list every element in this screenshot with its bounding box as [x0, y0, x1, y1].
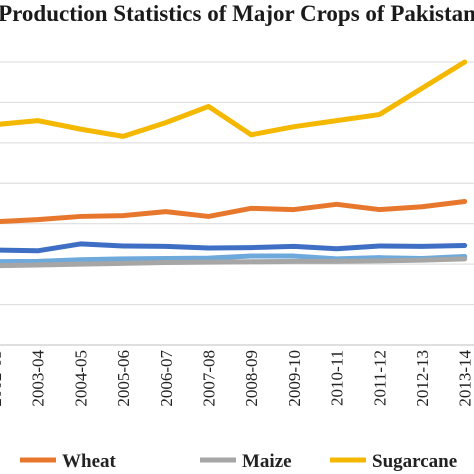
legend-label-sugarcane: Sugarcane: [372, 451, 457, 472]
legend-label-maize: Maize: [242, 451, 292, 472]
x-tick-label: 2011-12: [370, 350, 389, 406]
x-tick-label: 2007-08: [200, 350, 219, 407]
chart-title: Production Statistics of Major Crops of …: [0, 1, 474, 26]
series-line-unlabeled-3: [0, 253, 468, 265]
series-line-sugarcane: [0, 59, 468, 139]
x-tick-label: 2006-07: [157, 350, 176, 407]
series-line-unlabeled-2: [0, 241, 468, 254]
x-tick-label: 2002-03: [0, 350, 5, 407]
x-tick-label: 2003-04: [29, 350, 48, 407]
series-lines: [0, 59, 468, 269]
x-tick-label: 2010-11: [328, 350, 347, 406]
gridlines: [0, 61, 474, 346]
x-tick-label: 2013-14: [456, 350, 474, 407]
x-tick-label: 2012-13: [413, 350, 432, 407]
x-tick-label: 2008-09: [242, 350, 261, 407]
x-axis-ticks: 2002-03 2003-04 2004-05 2005-06 2006-07 2007-…: [0, 350, 474, 407]
x-tick-label: 2005-06: [114, 350, 133, 407]
legend-label-wheat: Wheat: [62, 451, 117, 472]
series-line-maize: [0, 256, 468, 269]
series-line-wheat: [0, 198, 468, 224]
legend: Wheat Maize Sugarcane: [20, 451, 457, 472]
x-tick-label: 2004-05: [71, 350, 90, 407]
x-tick-label: 2009-10: [285, 350, 304, 407]
